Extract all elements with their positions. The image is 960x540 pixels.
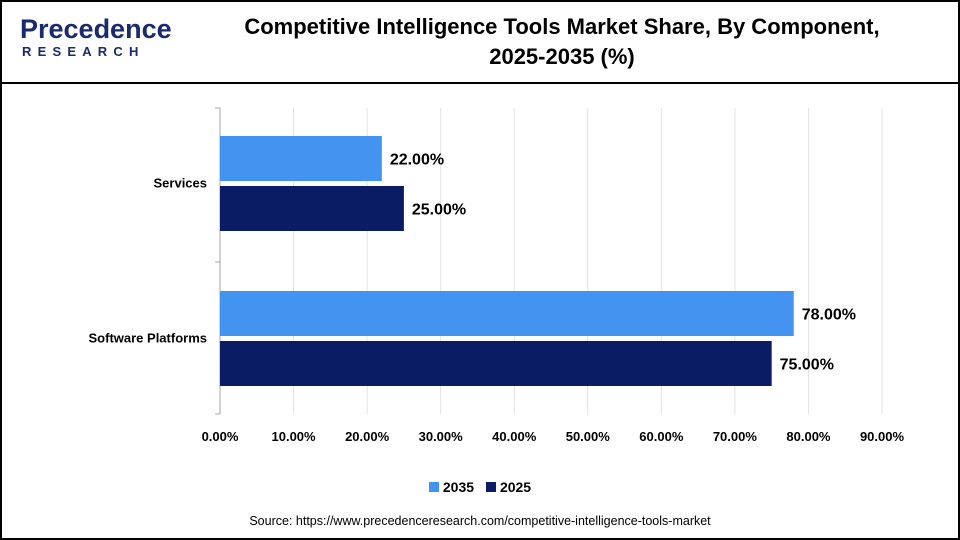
x-tick-label-6: 60.00% — [639, 429, 684, 444]
legend-label-2035: 2035 — [442, 479, 475, 495]
bar-services-2035 — [220, 136, 382, 181]
legend-label-2025: 2025 — [499, 479, 532, 495]
legend: 2035 2025 — [0, 478, 960, 496]
x-tick-label-3: 30.00% — [419, 429, 464, 444]
x-tick-label-0: 0.00% — [202, 429, 239, 444]
bar-services-2025 — [220, 186, 404, 231]
x-tick-label-4: 40.00% — [492, 429, 537, 444]
data-label-software-platforms-2035: 78.00% — [802, 307, 856, 324]
chart-title-line-2: 2025-2035 (%) — [489, 44, 635, 69]
category-label-software-platforms: Software Platforms — [89, 331, 207, 346]
header: Precedence RESEARCH Competitive Intellig… — [2, 2, 958, 82]
data-label-software-platforms-2025: 75.00% — [780, 357, 834, 374]
x-tick-label-9: 90.00% — [860, 429, 905, 444]
data-label-services-2025: 25.00% — [412, 202, 466, 219]
legend-swatch-2035 — [428, 482, 439, 492]
bar-software-platforms-2025 — [220, 341, 772, 386]
logo-subtitle: RESEARCH — [22, 44, 145, 59]
chart-title: Competitive Intelligence Tools Market Sh… — [192, 12, 932, 72]
x-tick-label-2: 20.00% — [345, 429, 390, 444]
source-note: Source: https://www.precedenceresearch.c… — [249, 514, 711, 528]
data-label-services-2035: 22.00% — [390, 152, 444, 169]
x-tick-label-8: 80.00% — [786, 429, 831, 444]
x-tick-label-5: 50.00% — [566, 429, 611, 444]
x-tick-label-7: 70.00% — [713, 429, 758, 444]
header-divider — [2, 82, 958, 84]
legend-item-2025: 2025 — [485, 478, 532, 496]
legend-item-2035: 2035 — [428, 478, 475, 496]
legend-swatch-2025 — [485, 482, 496, 492]
chart-title-line-1: Competitive Intelligence Tools Market Sh… — [244, 14, 880, 39]
logo-wordmark: Precedence — [20, 14, 172, 44]
x-tick-label-1: 10.00% — [272, 429, 317, 444]
category-label-services: Services — [154, 176, 208, 191]
bar-chart: 22.00% 25.00% Services 78.00% 75.00% Software… — [89, 107, 905, 444]
bar-software-platforms-2035 — [220, 291, 794, 336]
precedence-research-logo: Precedence RESEARCH — [20, 14, 172, 66]
